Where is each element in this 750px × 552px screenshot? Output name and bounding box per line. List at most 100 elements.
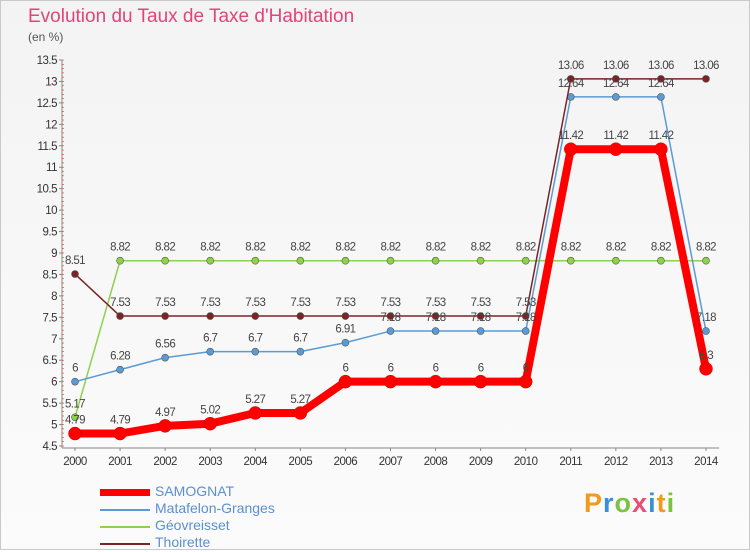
data-label: 7.53 bbox=[155, 297, 175, 309]
data-point bbox=[386, 312, 395, 320]
y-tick-label: 5.5 bbox=[43, 398, 58, 410]
y-tick-label: 7.5 bbox=[43, 312, 58, 324]
legend-label: SAMOGNAT bbox=[155, 483, 235, 499]
legend-swatch bbox=[100, 543, 150, 545]
data-label: 7.53 bbox=[380, 297, 400, 309]
data-point bbox=[657, 256, 665, 265]
data-label: 5.27 bbox=[245, 394, 265, 406]
data-label: 6.7 bbox=[203, 333, 217, 345]
x-tick-label: 2003 bbox=[198, 456, 222, 468]
x-tick-label: 2006 bbox=[334, 456, 358, 468]
data-label: 8.82 bbox=[245, 242, 265, 254]
y-tick-label: 10.5 bbox=[37, 184, 57, 196]
legend-swatch bbox=[100, 509, 150, 511]
data-point bbox=[71, 377, 79, 386]
data-label: 6 bbox=[523, 363, 529, 375]
data-label: 7.53 bbox=[335, 297, 355, 309]
data-point bbox=[612, 256, 620, 265]
data-label: 7.53 bbox=[471, 297, 491, 309]
data-point bbox=[428, 374, 443, 389]
data-label: 8.82 bbox=[606, 242, 626, 254]
data-label: 6.56 bbox=[155, 339, 175, 351]
data-label: 8.82 bbox=[426, 242, 446, 254]
data-label: 12.64 bbox=[558, 78, 585, 90]
data-label: 11.42 bbox=[603, 130, 628, 142]
data-label: 8.82 bbox=[471, 242, 491, 254]
data-label: 5.17 bbox=[65, 398, 85, 410]
data-label: 5.27 bbox=[290, 394, 310, 406]
legend-label: Matafelon-Granges bbox=[155, 500, 275, 516]
logo-letter: i bbox=[648, 488, 657, 518]
data-point bbox=[161, 312, 169, 320]
y-tick-label: 9 bbox=[51, 248, 57, 260]
x-tick-label: 2005 bbox=[289, 456, 313, 468]
data-label: 8.82 bbox=[155, 242, 175, 254]
x-tick-label: 2011 bbox=[559, 456, 582, 468]
logo-letter: t bbox=[656, 488, 667, 518]
x-tick-label: 2001 bbox=[108, 456, 132, 468]
data-point bbox=[476, 312, 485, 320]
data-label: 12.64 bbox=[648, 78, 675, 90]
data-point bbox=[654, 142, 668, 156]
data-point bbox=[476, 256, 485, 265]
data-point bbox=[386, 256, 395, 265]
data-label: 8.51 bbox=[65, 255, 85, 267]
x-tick-label: 2004 bbox=[243, 456, 268, 468]
data-point bbox=[702, 256, 710, 265]
series-line bbox=[74, 78, 706, 317]
y-tick-label: 13.5 bbox=[37, 55, 57, 67]
data-point bbox=[657, 75, 665, 83]
data-point bbox=[612, 75, 620, 83]
data-point bbox=[383, 374, 398, 389]
data-point bbox=[71, 413, 79, 422]
data-label: 7.53 bbox=[290, 297, 310, 309]
data-label: 8.82 bbox=[110, 242, 130, 254]
x-tick-label: 2007 bbox=[379, 456, 403, 468]
legend-label: Géovreisset bbox=[155, 517, 230, 533]
data-point bbox=[657, 93, 665, 101]
data-point bbox=[203, 416, 217, 431]
data-label: 7.53 bbox=[516, 297, 536, 309]
y-tick-label: 6.5 bbox=[43, 355, 58, 367]
data-label: 8.82 bbox=[200, 242, 220, 254]
data-label: 6 bbox=[433, 363, 439, 375]
data-point bbox=[473, 374, 488, 389]
y-tick-label: 8.5 bbox=[43, 269, 58, 281]
data-label: 13.06 bbox=[648, 60, 674, 72]
logo-letter: x bbox=[632, 488, 649, 518]
data-point bbox=[702, 327, 710, 335]
data-label: 6.7 bbox=[293, 333, 307, 345]
data-label: 11.42 bbox=[558, 130, 583, 142]
data-point bbox=[341, 256, 350, 265]
data-point bbox=[116, 312, 124, 320]
data-point bbox=[521, 327, 530, 335]
data-label: 7.18 bbox=[471, 312, 491, 324]
data-label: 6.91 bbox=[335, 324, 355, 336]
data-label: 7.53 bbox=[200, 297, 220, 309]
y-tick-label: 8 bbox=[51, 291, 57, 303]
data-point bbox=[113, 426, 127, 441]
legend-swatch bbox=[100, 489, 150, 496]
data-point bbox=[338, 374, 353, 389]
data-label: 7.53 bbox=[426, 297, 446, 309]
data-point bbox=[116, 256, 124, 265]
data-point bbox=[386, 327, 395, 335]
data-label: 7.18 bbox=[380, 312, 400, 324]
data-point bbox=[296, 312, 305, 320]
proxiti-logo: Proxiti bbox=[584, 488, 675, 519]
series-line bbox=[75, 145, 710, 438]
x-tick-label: 2013 bbox=[649, 456, 673, 468]
data-label: 8.82 bbox=[516, 242, 536, 254]
data-label: 7.53 bbox=[110, 297, 130, 309]
data-label: 8.82 bbox=[696, 242, 716, 254]
data-label: 8.82 bbox=[335, 242, 355, 254]
data-label: 7.53 bbox=[245, 297, 265, 309]
x-tick-label: 2002 bbox=[153, 456, 177, 468]
data-label: 13.06 bbox=[603, 60, 629, 72]
y-tick-label: 12.5 bbox=[37, 98, 57, 110]
data-point bbox=[431, 256, 440, 265]
y-tick-label: 11.5 bbox=[37, 141, 57, 153]
x-tick-label: 2000 bbox=[63, 456, 87, 468]
data-point bbox=[518, 374, 533, 389]
